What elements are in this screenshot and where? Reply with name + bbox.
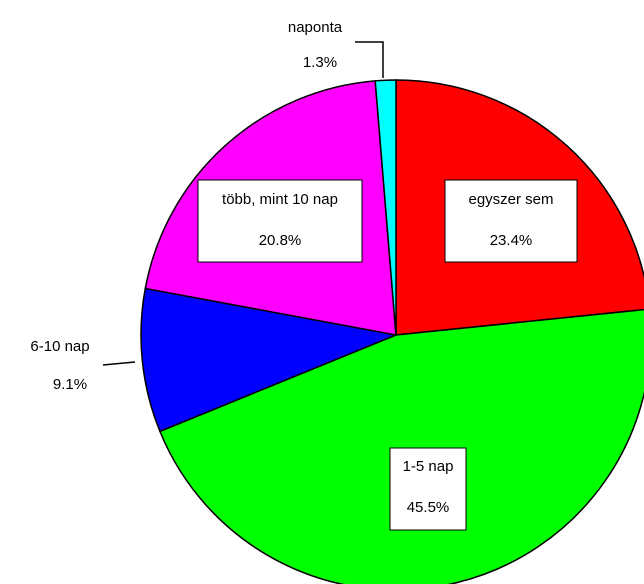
slice-value: 20.8% bbox=[259, 232, 302, 249]
label-box bbox=[197, 179, 363, 263]
leader-line bbox=[355, 41, 384, 78]
slice-value: 1.3% bbox=[303, 54, 337, 71]
pie-slice bbox=[140, 287, 399, 433]
label-box bbox=[444, 179, 578, 263]
leader-line bbox=[102, 361, 136, 366]
slice-label: naponta bbox=[288, 19, 343, 36]
slice-value: 9.1% bbox=[53, 376, 87, 393]
pie-slice bbox=[374, 79, 397, 336]
slice-value: 23.4% bbox=[490, 232, 533, 249]
label-box bbox=[389, 447, 467, 531]
slice-label: 6-10 nap bbox=[30, 338, 89, 355]
slice-label: 1-5 nap bbox=[403, 458, 454, 475]
slice-label: egyszer sem bbox=[468, 191, 553, 208]
pie-slice bbox=[158, 308, 644, 584]
slice-value: 45.5% bbox=[407, 499, 450, 516]
slice-label: több, mint 10 nap bbox=[222, 191, 338, 208]
